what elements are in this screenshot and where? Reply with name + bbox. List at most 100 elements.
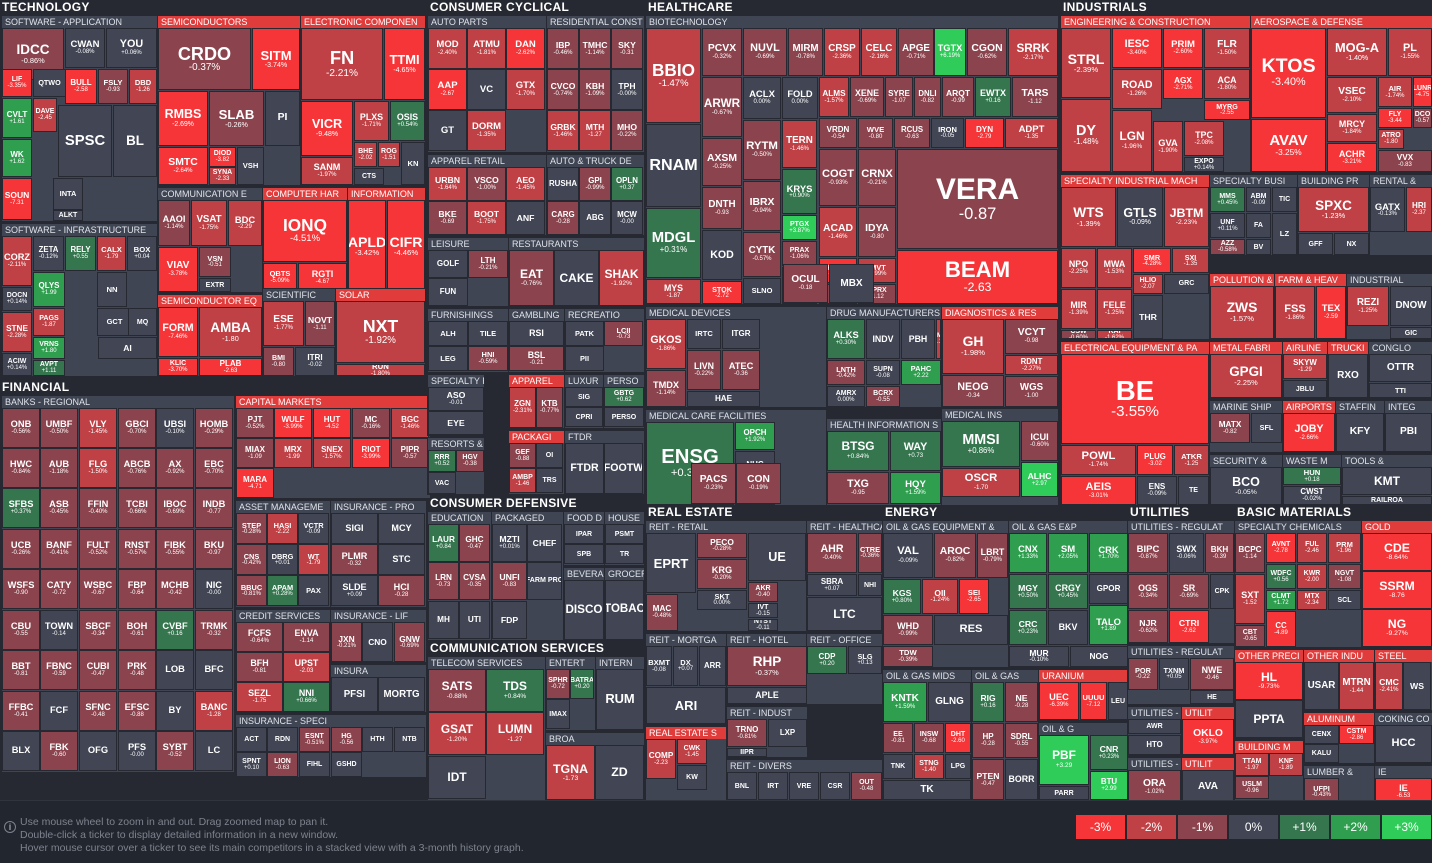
ticker-tile-disco[interactable]: DISCO — [564, 580, 604, 640]
ticker-tile-fbp[interactable]: FBP -0.64 — [118, 569, 156, 609]
ticker-tile-zws[interactable]: ZWS -1.57% — [1210, 286, 1274, 339]
ticker-tile-ora[interactable]: ORA -1.02% — [1128, 770, 1181, 805]
ticker-tile-joby[interactable]: JOBY -2.66% — [1283, 413, 1335, 452]
industry-airline[interactable]: AIRLINE SKYW -1.29 JBLU — [1282, 341, 1328, 399]
ticker-tile-ltc[interactable]: LTC — [807, 597, 882, 631]
ticker-tile-abg[interactable]: ABG — [579, 201, 611, 235]
ticker-tile-onb[interactable]: ONB -0.56% — [2, 408, 40, 448]
ticker-tile-itri[interactable]: ITRI -0.02 — [295, 347, 335, 376]
ticker-tile-sigi[interactable]: SIGI — [331, 513, 378, 544]
industry-reit-indust[interactable]: REIT - INDUST TRNO -0.81% LXP IIPR — [726, 706, 808, 758]
ticker-tile-mq[interactable]: MQ — [128, 308, 157, 336]
ticker-tile-arr[interactable]: ARR — [699, 646, 726, 686]
ticker-tile-perso[interactable]: PERSO — [604, 407, 644, 427]
ticker-tile-tile[interactable]: TILE — [468, 321, 508, 346]
ticker-tile-rezi[interactable]: REZI -1.25% — [1347, 286, 1389, 326]
industry-uranium[interactable]: URANIUM UEC -6.39% UUUU -7.12 LEU — [1038, 669, 1129, 721]
ticker-tile-run[interactable]: RUN -1.80% — [336, 364, 425, 376]
ticker-tile-fcfs[interactable]: FCFS -0.64% — [236, 622, 283, 652]
ticker-tile-hl[interactable]: HL -9.73% — [1235, 662, 1303, 700]
ticker-tile-zeta[interactable]: ZETA -0.12% — [33, 236, 64, 271]
industry-oil-gas-equipment[interactable]: OIL & GAS EQUIPMENT & VAL -0.09% AROC -0.82%… — [882, 520, 1009, 668]
ticker-tile-fbk[interactable]: FBK -0.60 — [40, 731, 78, 771]
ticker-tile-rrr[interactable]: RRR +0.52 — [428, 450, 456, 472]
industry-electrical-equipment-pa[interactable]: ELECTRICAL EQUIPMENT & PA BE -3.55% POWL -1.… — [1060, 341, 1210, 506]
industry-telecom-services[interactable]: TELECOM SERVICES SATS -0.88% TDS +0.84% GSAT -… — [427, 656, 546, 801]
industry-auto-truck-de[interactable]: AUTO & TRUCK DE RUSHA GPI -0.99% OPLN +0.37 CA… — [546, 154, 645, 236]
ticker-tile-pacs[interactable]: PACS -0.23% — [691, 463, 736, 504]
ticker-tile-pax[interactable]: PAX — [298, 575, 329, 606]
ticker-tile-crc[interactable]: CRC +0.23% — [1009, 610, 1047, 645]
ticker-tile-con[interactable]: CON -0.19% — [736, 463, 781, 504]
ticker-tile-beam[interactable]: BEAM -2.63 — [897, 250, 1058, 304]
ticker-tile-gshd[interactable]: GSHD — [331, 752, 362, 777]
ticker-tile-hut[interactable]: HUT -4.52 — [313, 408, 351, 438]
ticker-tile-ftdr[interactable]: FTDR — [565, 443, 604, 494]
ticker-tile-grbk[interactable]: GRBK -1.46% — [547, 110, 579, 151]
ticker-tile-lion[interactable]: LION -0.63 — [267, 752, 298, 777]
industry-oil-gas-e-p[interactable]: OIL & GAS E&P CNX +1.33% SM +2.05% CRK +1.70% M… — [1008, 520, 1129, 668]
ticker-tile-nuvl[interactable]: NUVL -0.69% — [743, 28, 787, 76]
ticker-tile-tgtx[interactable]: TGTX +6.19% — [934, 28, 966, 76]
ticker-tile-txnm[interactable]: TXNM +0.05 — [1159, 658, 1189, 690]
ticker-tile-mth[interactable]: MTH -1.27 — [579, 110, 611, 151]
ticker-tile-pbh[interactable]: PBH — [901, 319, 935, 359]
ticker-tile-nn[interactable]: NN — [97, 272, 127, 307]
industry-utilities-regulat[interactable]: UTILITIES - REGULAT POR -0.22 TXNM +0.05 NWE -… — [1127, 645, 1235, 705]
ticker-tile-calx[interactable]: CALX -1.79 — [97, 236, 126, 271]
ticker-tile-bgc[interactable]: BGC -1.46% — [391, 408, 429, 438]
ticker-tile-ivt[interactable]: IVT -0.15 — [748, 603, 778, 618]
ticker-tile-ewtx[interactable]: EWTX +0.16 — [975, 77, 1011, 117]
ticker-tile-njr[interactable]: NJR -0.62% — [1128, 610, 1168, 643]
ticker-tile-esnt[interactable]: ESNT -0.51% — [299, 727, 330, 752]
ticker-tile-mzti[interactable]: MZTI +0.01% — [492, 524, 527, 562]
ticker-tile-rog[interactable]: ROG -1.51 — [378, 142, 400, 167]
industry-specialty-industrial-mach[interactable]: SPECIALTY INDUSTRIAL MACH WTS -1.39% GTLS -0… — [1060, 174, 1210, 340]
ticker-tile-gt[interactable]: GT — [428, 110, 467, 151]
ticker-tile-rhp[interactable]: RHP -0.37% — [727, 646, 807, 686]
industry-marine-ship[interactable]: MARINE SHIP MATX -0.82 SFL — [1209, 400, 1283, 453]
ticker-tile-lth[interactable]: LTH -0.21% — [468, 250, 508, 278]
ticker-tile-dnow[interactable]: DNOW — [1390, 286, 1432, 326]
industry-conglo[interactable]: CONGLO OTTR TTI — [1368, 341, 1432, 399]
ticker-tile-bcpc[interactable]: BCPC -1.14 — [1235, 533, 1265, 573]
ticker-tile-rxo[interactable]: RXO — [1328, 354, 1368, 398]
ticker-tile-form[interactable]: FORM -7.46% — [158, 307, 198, 357]
ticker-tile-mms[interactable]: MMS +0.45% — [1210, 187, 1245, 212]
ticker-tile-achr[interactable]: ACHR -3.21% — [1327, 143, 1377, 172]
ticker-tile-tgna[interactable]: TGNA -1.73 — [546, 745, 595, 800]
ticker-tile-by[interactable]: BY — [156, 691, 194, 731]
ticker-tile-ktos[interactable]: KTOS -3.40% — [1251, 28, 1326, 118]
ticker-tile-viav[interactable]: VIAV -3.78% — [158, 247, 198, 292]
industry-furnishings[interactable]: FURNISHINGS ALH TILE LEG HNI -0.59% — [427, 308, 509, 373]
ticker-tile-tex[interactable]: TEX -2.59 — [1316, 286, 1346, 339]
ticker-tile-smr[interactable]: SMR -4.28% — [1133, 248, 1171, 273]
ticker-tile-bhe[interactable]: BHE -2.02 — [354, 142, 377, 167]
industry-reit-mortga[interactable]: REIT - MORTGA BXMT -0.08 DX +0.07 ARR ARI — [645, 633, 727, 725]
ticker-tile-unf[interactable]: UNF +0.11% — [1210, 213, 1245, 238]
ticker-tile-rdn[interactable]: RDN — [267, 727, 298, 752]
ticker-tile-iboc[interactable]: IBOC -0.69% — [156, 488, 194, 528]
ticker-tile-tph[interactable]: TPH -0.00% — [611, 69, 643, 110]
ticker-tile-flr[interactable]: FLR -1.50% — [1204, 28, 1250, 68]
ticker-tile-spxc[interactable]: SPXC -1.23% — [1298, 187, 1369, 232]
ticker-tile-abcb[interactable]: ABCB -0.76% — [118, 448, 156, 488]
ticker-tile-dan[interactable]: DAN -2.62% — [506, 28, 545, 69]
ticker-tile-fele[interactable]: FELE -1.25% — [1097, 289, 1132, 329]
ticker-tile-ucb[interactable]: UCB -0.26% — [2, 529, 40, 569]
industry-real-estate-s[interactable]: REAL ESTATE S COMP -2.23 CWK -1.45 KW — [645, 726, 727, 801]
ticker-tile-asb[interactable]: ASB -0.45% — [40, 488, 78, 528]
ticker-tile-stng[interactable]: STNG -1.40 — [914, 754, 944, 779]
ticker-tile-cc[interactable]: CC -4.89 — [1266, 611, 1296, 647]
ticker-tile-rgti[interactable]: RGTI -4.67 — [298, 263, 347, 292]
industry-specialty-busi[interactable]: SPECIALTY BUSI MMS +0.45% ABM -0.09 TIC UNF +0.… — [1209, 174, 1298, 256]
ticker-tile-cenx[interactable]: CENX — [1304, 725, 1339, 744]
ticker-tile-cake[interactable]: CAKE — [554, 250, 599, 306]
ticker-tile-bkv[interactable]: BKV — [1048, 610, 1088, 645]
industry-aluminum[interactable]: ALUMINUM CENX CSTM -2.86 KALU — [1303, 712, 1375, 764]
ticker-tile-cbt[interactable]: CBT -0.65 — [1235, 625, 1265, 647]
industry-entert[interactable]: ENTERT SPHR -0.72 BATRA +0.20 IMAX — [545, 656, 596, 731]
ticker-tile-atmu[interactable]: ATMU -1.81% — [467, 28, 506, 69]
ticker-tile-alkt[interactable]: ALKT — [53, 210, 83, 221]
